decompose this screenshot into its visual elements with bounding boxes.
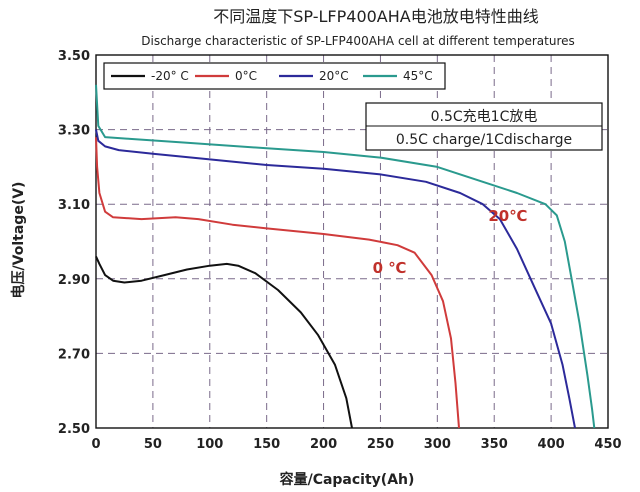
y-axis-label: 电压/Voltage(V) <box>10 182 27 299</box>
x-tick-label: 350 <box>481 437 508 452</box>
series-line <box>95 255 353 429</box>
x-tick-label: 100 <box>196 437 223 452</box>
y-tick-label: 3.50 <box>58 49 90 64</box>
y-tick-label: 2.90 <box>58 273 90 288</box>
curve-annotation: 20℃ <box>488 207 527 225</box>
series-lines <box>95 84 596 429</box>
x-tick-label: 0 <box>91 437 100 452</box>
note-line-2: 0.5C charge/1Cdischarge <box>396 132 572 148</box>
chart-title: 不同温度下SP-LFP400AHA电池放电特性曲线 <box>213 7 538 26</box>
x-tick-label: 150 <box>253 437 280 452</box>
legend-label: 20°C <box>319 69 349 83</box>
chart-subtitle: Discharge characteristic of SP-LFP400AHA… <box>141 34 575 48</box>
y-tick-label: 3.30 <box>58 124 90 139</box>
y-tick-label: 3.10 <box>58 198 90 213</box>
axis-ticks: 0 50 100 150 200 250 300 350 400 450 2.50 2.70 2.90 3… <box>58 49 622 452</box>
legend-label: -20° C <box>151 69 189 83</box>
x-tick-label: 50 <box>144 437 162 452</box>
legend: -20° C 0°C 20°C 45°C <box>103 62 446 90</box>
legend-label: 0°C <box>235 69 257 83</box>
x-axis-label: 容量/Capacity(Ah) <box>279 471 415 488</box>
legend-label: 45°C <box>403 69 433 83</box>
curve-annotations: 20℃ 0 ℃ <box>373 207 528 277</box>
condition-note: 0.5C充电1C放电 0.5C charge/1Cdischarge <box>365 102 603 151</box>
y-tick-label: 2.70 <box>58 347 90 362</box>
x-tick-label: 250 <box>367 437 394 452</box>
x-tick-label: 450 <box>594 437 621 452</box>
x-tick-label: 400 <box>538 437 565 452</box>
x-tick-label: 200 <box>310 437 337 452</box>
x-tick-label: 300 <box>424 437 451 452</box>
curve-annotation: 0 ℃ <box>373 259 407 277</box>
note-line-1: 0.5C充电1C放电 <box>431 109 538 125</box>
series-line <box>95 84 596 429</box>
y-tick-label: 2.50 <box>58 422 90 437</box>
series-line <box>95 137 460 429</box>
series-line <box>95 129 576 429</box>
